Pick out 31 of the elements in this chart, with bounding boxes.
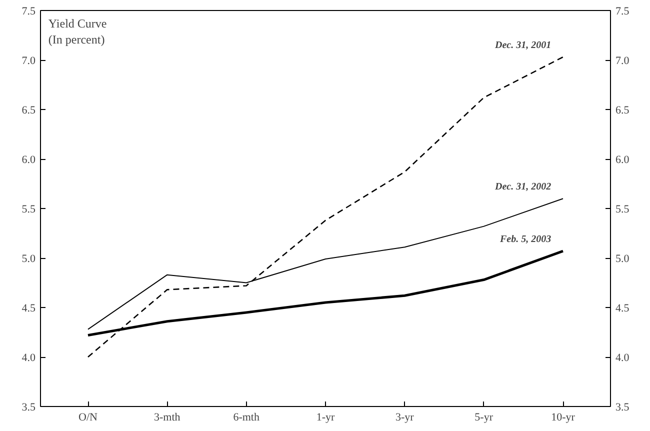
y-tick-label: 5.5 [22, 204, 36, 216]
y2-tick-label: 6.0 [616, 154, 630, 166]
series-label: Dec. 31, 2002 [494, 182, 552, 193]
x-tick-label: 5-yr [474, 412, 494, 424]
y2-tick-label: 7.5 [616, 6, 630, 18]
x-tick-label: 1-yr [316, 412, 335, 424]
y-tick-label: 6.0 [22, 154, 36, 166]
x-tick-label: 3-mth [154, 412, 181, 424]
y-tick-label: 7.0 [22, 55, 36, 67]
y2-tick-label: 3.5 [616, 402, 630, 414]
y2-tick-label: 4.5 [616, 302, 630, 314]
x-tick-label: 10-yr [551, 412, 576, 424]
y-tick-label: 5.0 [22, 253, 36, 265]
y2-tick-label: 7.0 [616, 55, 630, 67]
y2-tick-label: 6.5 [616, 104, 630, 116]
y-tick-label: 7.5 [22, 6, 36, 18]
text: Yield Curve [48, 16, 107, 30]
y2-tick-label: 4.0 [616, 352, 630, 364]
y2-tick-label: 5.0 [616, 253, 630, 265]
y2-tick-label: 5.5 [616, 204, 630, 216]
x-tick-label: 6-mth [233, 412, 260, 424]
text: (In percent) [48, 32, 105, 46]
series-label: Dec. 31, 2001 [494, 40, 552, 52]
x-tick-label: O/N [78, 412, 98, 424]
y-tick-label: 6.5 [22, 104, 36, 116]
series-label: Feb. 5, 2003 [499, 234, 552, 246]
line-series [87, 56, 564, 358]
y-tick-label: 3.5 [22, 402, 36, 414]
x-tick-label: 3-yr [396, 412, 414, 424]
y-tick-label: 4.5 [22, 302, 36, 314]
y-tick-label: 4.0 [22, 352, 36, 364]
